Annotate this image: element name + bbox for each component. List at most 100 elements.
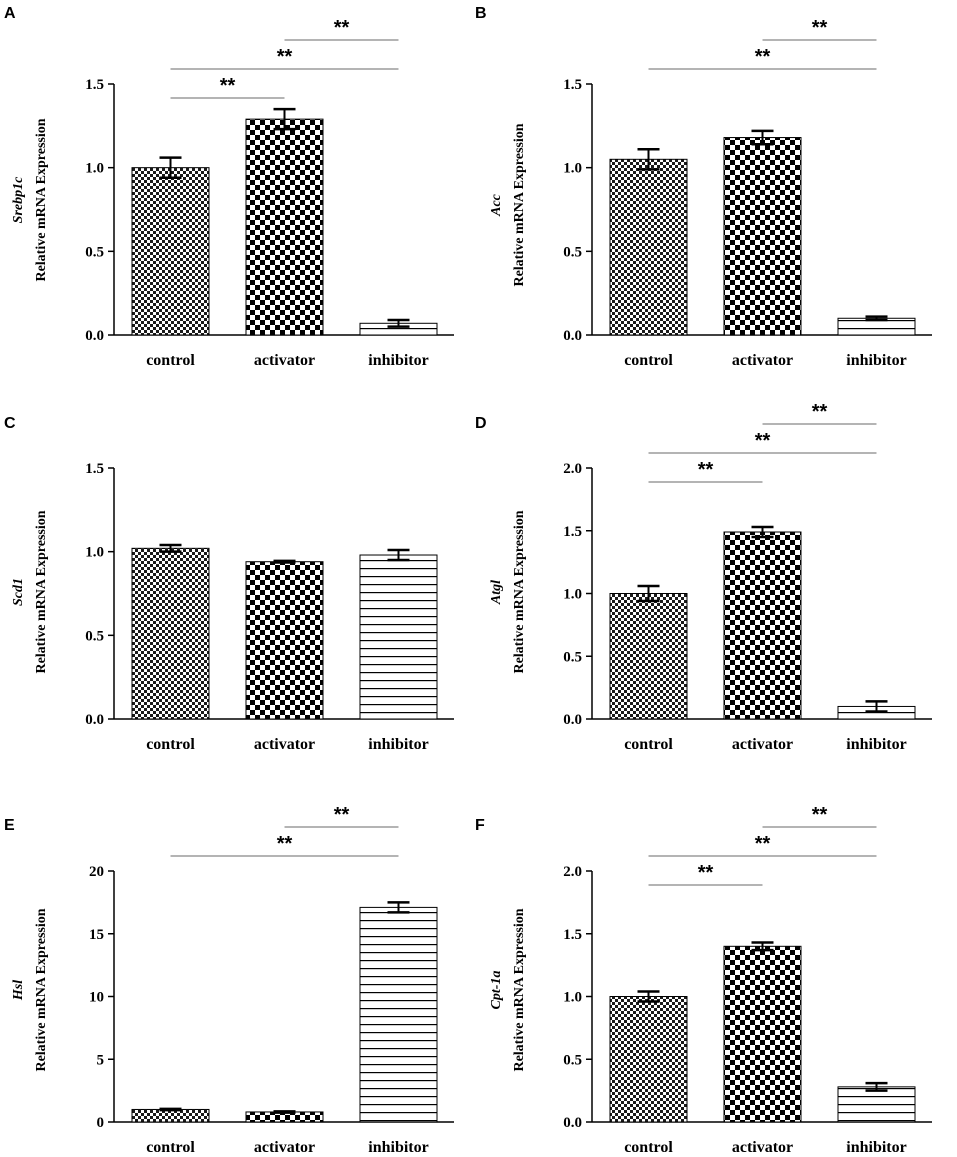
panel-A: A Srebp1c Relative mRNA Expression 0.00.…	[4, 5, 454, 369]
bar-activator	[723, 945, 802, 1123]
y-tick-label: 0.5	[85, 628, 104, 644]
y-tick-label: 1.0	[85, 161, 104, 177]
panel-letter: C	[4, 415, 16, 432]
y-tick-label: 1.5	[563, 927, 582, 943]
y-tick-label: 1.0	[85, 545, 104, 561]
x-category-label: control	[146, 352, 195, 369]
panel-letter: D	[475, 415, 487, 432]
panel-F: F Cpt-1a Relative mRNA Expression 0.0 0.5…	[475, 804, 932, 1156]
y-tick-label: 1.5	[85, 461, 104, 477]
y-tick-label: 1.5	[563, 524, 582, 540]
y-tick-label: 0	[97, 1115, 105, 1131]
significance-label: **	[755, 46, 771, 68]
y-tick-label: 2.0	[563, 461, 582, 477]
y-tick-label: 0.5	[563, 1052, 582, 1068]
x-category-label: inhibitor	[368, 1139, 428, 1156]
x-category-label: control	[146, 1139, 195, 1156]
significance-label: **	[812, 804, 828, 826]
y-axis-gene-label: Cpt-1a	[489, 971, 504, 1010]
significance-label: **	[277, 46, 293, 68]
y-axis-gene-label: Scd1	[11, 578, 26, 606]
y-axis-label: Relative mRNA Expression	[34, 118, 49, 281]
y-tick-label: 15	[89, 927, 104, 943]
y-tick-label: 1.5	[85, 77, 104, 93]
bar-control	[131, 1108, 210, 1123]
significance-label: **	[755, 833, 771, 855]
x-category-label: control	[624, 1139, 673, 1156]
y-axis-label: Relative mRNA Expression	[512, 123, 527, 286]
y-tick-label: 20	[89, 864, 104, 880]
y-tick-label: 0.0	[563, 328, 582, 344]
panel-letter: B	[475, 5, 487, 22]
bar-inhibitor	[359, 906, 438, 1123]
y-tick-label: 1.0	[563, 161, 582, 177]
y-axis-gene-label: Srebp1c	[11, 176, 26, 223]
x-category-label: control	[146, 736, 195, 753]
x-category-label: activator	[254, 352, 315, 369]
significance-label: **	[334, 804, 350, 826]
significance-label: **	[220, 75, 236, 97]
significance-label: **	[277, 833, 293, 855]
y-tick-label: 2.0	[563, 864, 582, 880]
y-tick-label: 0.0	[563, 1115, 582, 1131]
y-axis-gene-label: Hsl	[11, 980, 26, 1001]
panel-D: D Atgl Relative mRNA Expression 0.0 0.5 1.…	[475, 401, 932, 753]
y-tick-label: 0.5	[563, 244, 582, 260]
bar-activator	[723, 531, 802, 720]
x-category-label: activator	[732, 1139, 793, 1156]
plot-area: 0 5 10 15 20 control activator inhibitor ** **	[89, 804, 454, 1156]
bar-inhibitor	[837, 1086, 916, 1123]
plot-area: 0.0 0.5 1.0 1.5 2.0 control activator inhibitor…	[563, 401, 932, 753]
y-tick-label: 0.0	[85, 712, 104, 728]
plot-area: 0.0 0.5 1.0 1.5 control activator inhibitor ** *…	[563, 17, 932, 369]
bar-activator	[245, 118, 324, 336]
bar-inhibitor	[359, 554, 438, 720]
panel-E: E Hsl Relative mRNA Expression 0 5 10 15 20 c…	[4, 804, 454, 1156]
y-axis-gene-label: Acc	[489, 193, 504, 217]
y-tick-label: 10	[89, 990, 104, 1006]
bar-activator	[245, 561, 324, 720]
x-category-label: activator	[732, 736, 793, 753]
plot-area: 0.0 0.5 1.0 1.5 control activator inhibitor ** *…	[85, 17, 454, 369]
panel-letter: A	[4, 5, 16, 22]
y-tick-label: 0.5	[563, 649, 582, 665]
y-tick-label: 1.0	[563, 990, 582, 1006]
x-category-label: inhibitor	[368, 352, 428, 369]
plot-area: 0.0 0.5 1.0 1.5 control activator inhibitor	[85, 461, 454, 753]
y-tick-label: 1.5	[563, 77, 582, 93]
x-category-label: control	[624, 736, 673, 753]
significance-label: **	[755, 430, 771, 452]
significance-label: **	[698, 862, 714, 884]
significance-label: **	[698, 459, 714, 481]
x-category-label: inhibitor	[846, 1139, 906, 1156]
significance-label: **	[812, 401, 828, 423]
bar-control	[131, 547, 210, 720]
x-category-label: inhibitor	[846, 352, 906, 369]
y-tick-label: 1.0	[563, 587, 582, 603]
bar-control	[131, 167, 210, 336]
x-category-label: inhibitor	[846, 736, 906, 753]
y-axis-label: Relative mRNA Expression	[34, 510, 49, 673]
panel-letter: F	[475, 817, 485, 834]
x-category-label: activator	[254, 1139, 315, 1156]
y-axis-label: Relative mRNA Expression	[512, 908, 527, 1071]
bar-control	[609, 593, 688, 720]
y-tick-label: 0.5	[85, 244, 104, 260]
y-tick-label: 0.0	[563, 712, 582, 728]
bar-control	[609, 158, 688, 336]
panel-C: C Scd1 Relative mRNA Expression 0.0 0.5 1.…	[4, 415, 454, 753]
y-axis-label: Relative mRNA Expression	[512, 510, 527, 673]
bar-activator	[723, 137, 802, 336]
bar-control	[609, 996, 688, 1123]
x-category-label: control	[624, 352, 673, 369]
significance-label: **	[812, 17, 828, 39]
y-axis-gene-label: Atgl	[489, 580, 504, 605]
panel-B: B Acc Relative mRNA Expression 0.0 0.5 1.0…	[475, 5, 932, 369]
y-tick-label: 0.0	[85, 328, 104, 344]
panel-letter: E	[4, 817, 15, 834]
y-axis-label: Relative mRNA Expression	[34, 908, 49, 1071]
plot-area: 0.0 0.5 1.0 1.5 2.0 control activator inhibitor…	[563, 804, 932, 1156]
x-category-label: activator	[254, 736, 315, 753]
x-category-label: activator	[732, 352, 793, 369]
